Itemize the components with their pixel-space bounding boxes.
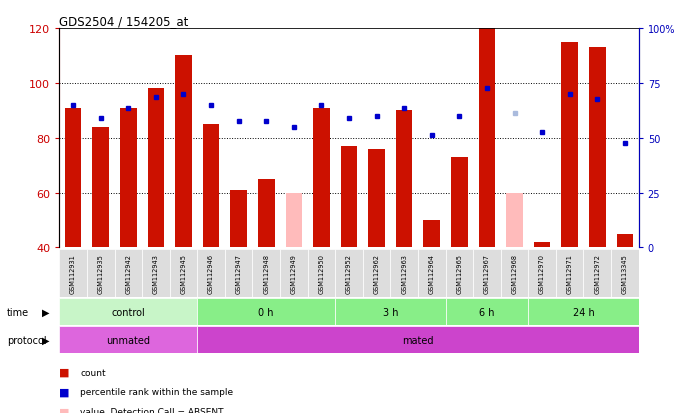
Text: GSM112942: GSM112942 — [126, 254, 131, 294]
Bar — [396, 111, 413, 248]
Bar — [616, 234, 633, 248]
Text: GSM112931: GSM112931 — [70, 254, 76, 294]
Bar — [424, 221, 440, 248]
Bar — [445, 299, 528, 325]
Bar — [225, 250, 253, 297]
Text: GSM112962: GSM112962 — [373, 254, 380, 294]
Text: GSM112949: GSM112949 — [291, 254, 297, 294]
Text: GSM112945: GSM112945 — [181, 254, 186, 294]
Text: 0 h: 0 h — [258, 307, 274, 317]
Bar — [120, 108, 137, 248]
Text: GSM112972: GSM112972 — [594, 254, 600, 294]
Bar — [363, 250, 390, 297]
Bar — [418, 250, 445, 297]
Bar — [500, 250, 528, 297]
Text: GSM112971: GSM112971 — [567, 254, 572, 294]
Text: control: control — [112, 307, 145, 317]
Text: ▶: ▶ — [42, 307, 50, 317]
Text: mated: mated — [402, 335, 433, 345]
Text: GSM112946: GSM112946 — [208, 254, 214, 294]
Bar — [589, 48, 606, 248]
Bar — [59, 327, 198, 354]
Bar — [341, 147, 357, 248]
Text: ▶: ▶ — [42, 335, 50, 345]
Text: GDS2504 / 154205_at: GDS2504 / 154205_at — [59, 15, 188, 28]
Bar — [198, 250, 225, 297]
Bar — [170, 250, 198, 297]
Text: GSM112965: GSM112965 — [456, 254, 462, 294]
Bar — [258, 179, 274, 248]
Bar — [198, 327, 639, 354]
Text: GSM112948: GSM112948 — [263, 254, 269, 294]
Bar — [534, 242, 551, 248]
Bar — [479, 29, 495, 248]
Text: GSM112963: GSM112963 — [401, 254, 407, 294]
Bar — [445, 250, 473, 297]
Text: value, Detection Call = ABSENT: value, Detection Call = ABSENT — [80, 407, 224, 413]
Bar — [114, 250, 142, 297]
Bar — [584, 250, 611, 297]
Text: GSM112950: GSM112950 — [318, 254, 325, 294]
Bar — [335, 250, 363, 297]
Bar — [175, 56, 192, 248]
Text: GSM112970: GSM112970 — [539, 254, 545, 294]
Bar — [528, 250, 556, 297]
Bar — [147, 89, 164, 248]
Text: GSM112947: GSM112947 — [236, 254, 242, 294]
Bar — [313, 108, 329, 248]
Bar — [142, 250, 170, 297]
Text: GSM113345: GSM113345 — [622, 254, 628, 294]
Text: GSM112968: GSM112968 — [512, 254, 517, 294]
Text: GSM112943: GSM112943 — [153, 254, 159, 294]
Text: ■: ■ — [59, 387, 70, 397]
Text: GSM112935: GSM112935 — [98, 254, 104, 294]
Bar — [87, 250, 114, 297]
Bar — [308, 250, 335, 297]
Bar — [451, 157, 468, 248]
Text: 3 h: 3 h — [383, 307, 398, 317]
Bar — [369, 149, 385, 248]
Text: ■: ■ — [59, 407, 70, 413]
Bar — [198, 299, 335, 325]
Text: GSM112967: GSM112967 — [484, 254, 490, 294]
Bar — [280, 250, 308, 297]
Bar — [390, 250, 418, 297]
Bar — [285, 193, 302, 248]
Bar — [556, 250, 584, 297]
Bar — [561, 43, 578, 248]
Text: time: time — [7, 307, 29, 317]
Text: GSM112952: GSM112952 — [346, 254, 352, 294]
Text: protocol: protocol — [7, 335, 47, 345]
Bar — [92, 127, 109, 248]
Bar — [506, 193, 523, 248]
Bar — [203, 125, 219, 248]
Bar — [528, 299, 639, 325]
Text: ■: ■ — [59, 367, 70, 377]
Bar — [230, 190, 247, 248]
Text: unmated: unmated — [106, 335, 150, 345]
Bar — [59, 299, 198, 325]
Text: percentile rank within the sample: percentile rank within the sample — [80, 387, 233, 396]
Bar — [611, 250, 639, 297]
Bar — [253, 250, 280, 297]
Bar — [335, 299, 445, 325]
Text: count: count — [80, 368, 106, 377]
Bar — [473, 250, 500, 297]
Text: GSM112964: GSM112964 — [429, 254, 435, 294]
Bar — [59, 250, 87, 297]
Text: 24 h: 24 h — [572, 307, 595, 317]
Text: 6 h: 6 h — [480, 307, 495, 317]
Bar — [65, 108, 82, 248]
